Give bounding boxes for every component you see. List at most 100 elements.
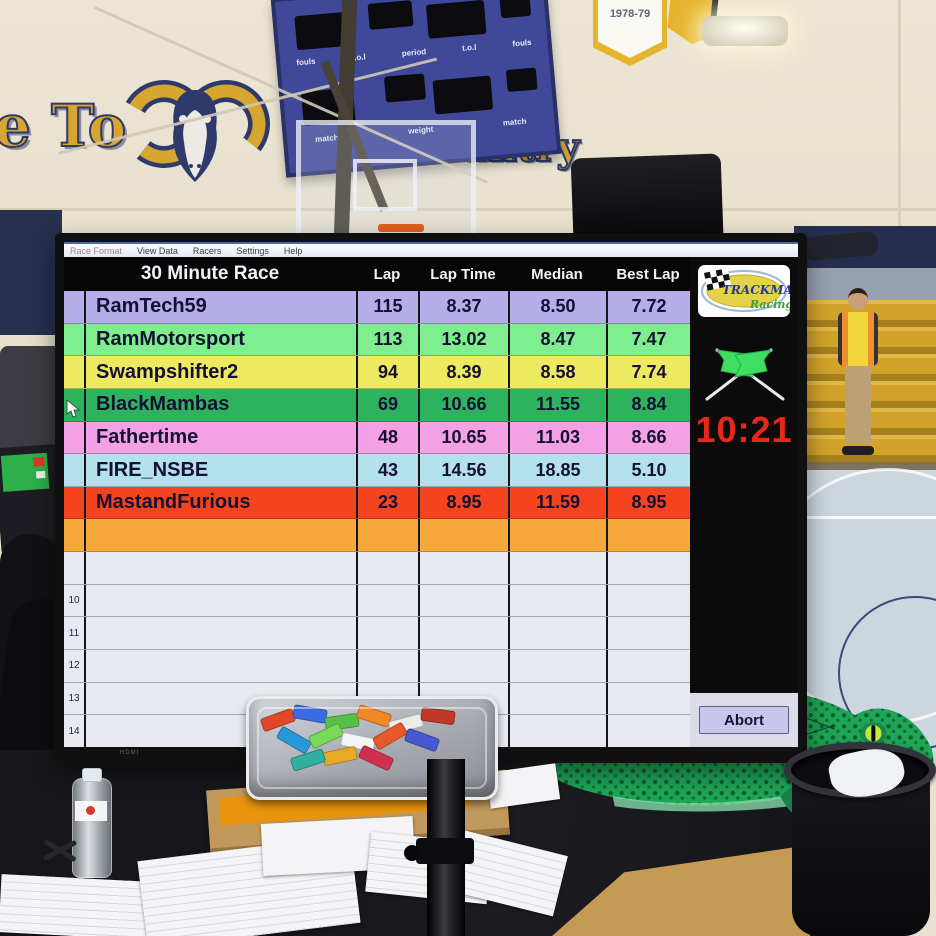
person-shoes bbox=[842, 446, 874, 455]
column-header-best-lap: Best Lap bbox=[616, 265, 680, 283]
candy-piece bbox=[403, 727, 441, 753]
hdmi-port-label: HDMI bbox=[120, 750, 140, 756]
best-lap-time bbox=[606, 682, 690, 715]
svg-text:Racing: Racing bbox=[749, 298, 790, 311]
speaker-box bbox=[570, 153, 724, 239]
best-lap-time: 8.84 bbox=[606, 388, 690, 421]
candy-piece bbox=[355, 704, 393, 728]
table-rows: RamTech59 115 8.37 8.50 7.72 RamMotorsport 113… bbox=[64, 291, 690, 747]
abort-strip: Abort bbox=[690, 693, 798, 747]
table-row[interactable]: FIRE_NSBE 43 14.56 18.85 5.10 bbox=[64, 454, 690, 487]
candy-piece bbox=[357, 744, 395, 772]
lap-count: 69 bbox=[356, 388, 418, 421]
lap-time bbox=[418, 552, 508, 584]
lap-count: 115 bbox=[356, 291, 418, 323]
menu-item-view-data[interactable]: View Data bbox=[137, 245, 178, 256]
svg-text:TRACKMATE: TRACKMATE bbox=[722, 283, 790, 297]
menu-item-settings[interactable]: Settings bbox=[236, 245, 269, 256]
median-time bbox=[508, 519, 606, 552]
lap-time: 13.02 bbox=[418, 323, 508, 356]
race-table: 30 Minute Race Lap Lap Time Median Best … bbox=[64, 257, 690, 747]
median-time bbox=[508, 584, 606, 617]
table-row[interactable]: Swampshifter2 94 8.39 8.58 7.74 bbox=[64, 356, 690, 389]
best-lap-time bbox=[606, 552, 690, 584]
table-row[interactable]: 12 bbox=[64, 650, 690, 683]
best-lap-time: 7.72 bbox=[606, 291, 690, 323]
candy-piece bbox=[289, 748, 327, 772]
race-software-screen: Race Format View Data Racers Settings Help 3… bbox=[64, 242, 798, 747]
safety-vest-person bbox=[832, 288, 884, 488]
lap-count: 23 bbox=[356, 486, 418, 519]
table-row[interactable] bbox=[64, 552, 690, 585]
table-row[interactable]: Fathertime 48 10.65 11.03 8.66 bbox=[64, 421, 690, 455]
median-time: 11.59 bbox=[508, 486, 606, 519]
tv-stand-knob bbox=[404, 845, 420, 861]
lap-count: 48 bbox=[356, 421, 418, 454]
row-position: 14 bbox=[64, 715, 86, 747]
table-row[interactable]: 10 bbox=[64, 584, 690, 618]
best-lap-time bbox=[606, 715, 690, 747]
lap-time: 8.95 bbox=[418, 486, 508, 519]
row-position: 12 bbox=[64, 650, 86, 682]
table-row[interactable]: BlackMambas 69 10.66 11.55 8.84 bbox=[64, 388, 690, 422]
table-row[interactable]: 11 bbox=[64, 617, 690, 651]
median-time: 8.47 bbox=[508, 323, 606, 356]
race-timer: 10:21 bbox=[695, 409, 793, 450]
best-lap-time: 8.95 bbox=[606, 486, 690, 519]
banner-year-label: 1978-79 bbox=[609, 8, 651, 20]
row-position bbox=[64, 356, 86, 388]
scoreboard-label: period bbox=[401, 47, 427, 59]
row-position bbox=[64, 552, 86, 584]
racer-name: MastandFurious bbox=[96, 491, 251, 514]
abort-button[interactable]: Abort bbox=[699, 706, 789, 734]
row-position: 13 bbox=[64, 682, 86, 715]
lap-time: 8.39 bbox=[418, 356, 508, 388]
table-header: 30 Minute Race Lap Lap Time Median Best … bbox=[64, 257, 690, 291]
tv-monitor: Race Format View Data Racers Settings Help 3… bbox=[55, 233, 807, 763]
row-position bbox=[64, 519, 86, 552]
menu-item-help[interactable]: Help bbox=[283, 245, 303, 256]
lap-count bbox=[356, 552, 418, 584]
lap-time: 14.56 bbox=[418, 454, 508, 486]
racer-name: Fathertime bbox=[96, 425, 199, 448]
racer-name bbox=[86, 617, 356, 649]
scoreboard-label: match bbox=[502, 116, 527, 128]
row-position bbox=[64, 421, 86, 454]
checkered-flag-icon bbox=[704, 268, 732, 291]
candy-piece bbox=[324, 712, 360, 732]
paper-sheet bbox=[0, 874, 152, 936]
lap-count bbox=[356, 617, 418, 650]
candy-piece bbox=[321, 745, 359, 767]
table-row[interactable]: MastandFurious 23 8.95 11.59 8.95 bbox=[64, 486, 690, 520]
menu-item-racers[interactable]: Racers bbox=[192, 245, 222, 256]
lap-time: 10.66 bbox=[418, 388, 508, 421]
best-lap-time: 7.74 bbox=[606, 356, 690, 388]
menu-item-race-format[interactable]: Race Format bbox=[70, 245, 123, 256]
median-time: 18.85 bbox=[508, 454, 606, 486]
table-row[interactable]: RamTech59 115 8.37 8.50 7.72 bbox=[64, 291, 690, 324]
lap-count bbox=[356, 519, 418, 552]
row-position bbox=[64, 454, 86, 486]
column-header-lap: Lap bbox=[373, 265, 401, 283]
racer-name: RamMotorsport bbox=[96, 327, 245, 350]
median-time bbox=[508, 552, 606, 584]
table-row[interactable]: RamMotorsport 113 13.02 8.47 7.47 bbox=[64, 323, 690, 357]
scoreboard-label: fouls bbox=[512, 37, 532, 49]
ram-mascot-logo bbox=[120, 80, 270, 182]
table-row[interactable] bbox=[64, 519, 690, 553]
column-header-lap-time: Lap Time bbox=[430, 265, 496, 283]
scoreboard-label: fouls bbox=[296, 56, 316, 68]
row-position: 10 bbox=[64, 584, 86, 617]
tv-stand-clamp bbox=[416, 838, 474, 864]
court-line bbox=[794, 516, 936, 519]
wall-navy-band bbox=[0, 210, 62, 335]
median-time: 8.50 bbox=[508, 291, 606, 323]
bleacher-shadow bbox=[794, 462, 936, 472]
best-lap-time bbox=[606, 650, 690, 682]
median-time: 11.03 bbox=[508, 421, 606, 454]
lap-count bbox=[356, 584, 418, 617]
person-torso bbox=[838, 312, 878, 366]
race-title: 30 Minute Race bbox=[140, 263, 280, 284]
median-time: 11.55 bbox=[508, 388, 606, 421]
trackmate-logo: TRACKMATE Racing bbox=[698, 265, 790, 317]
